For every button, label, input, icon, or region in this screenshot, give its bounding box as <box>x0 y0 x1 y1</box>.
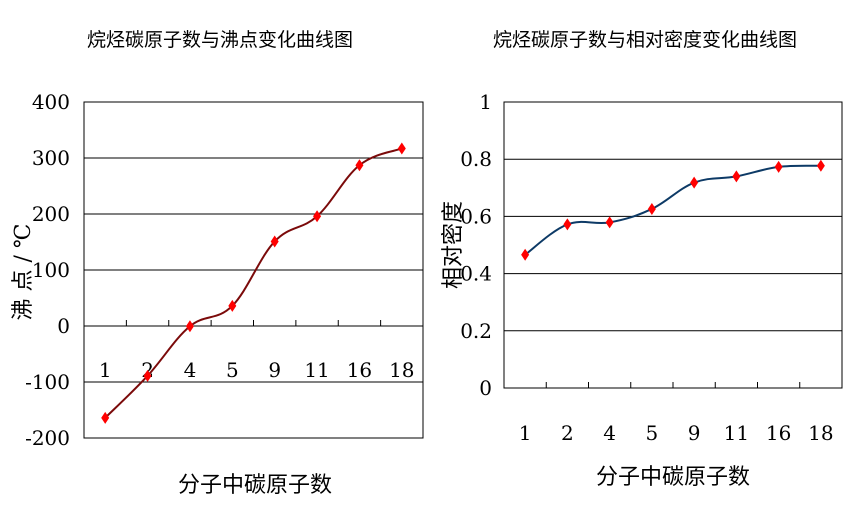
density-chart: 烷烃碳原子数与相对密度变化曲线图 10.80.60.40.20 1 2 4 5 9 11 1… <box>441 29 843 490</box>
boiling-x-axis-title: 分子中碳原子数 <box>178 473 332 498</box>
data-point-marker <box>647 202 656 215</box>
x-category-label: 2 <box>561 421 574 445</box>
x-category-label: 1 <box>519 421 532 445</box>
boiling-y-axis-title: 沸 点 / ℃ <box>11 223 36 320</box>
data-point-marker <box>228 299 237 312</box>
data-point-marker <box>313 210 322 223</box>
data-point-marker <box>185 320 194 333</box>
density-x-axis-title: 分子中碳原子数 <box>596 465 750 490</box>
density-category-labels: 1 2 4 5 9 11 16 18 <box>519 421 834 445</box>
y-tick-label: 0.8 <box>460 147 492 171</box>
boiling-series-line <box>104 147 403 419</box>
density-chart-title: 烷烃碳原子数与相对密度变化曲线图 <box>493 29 797 51</box>
density-plot-area <box>503 101 843 389</box>
boiling-chart-title: 烷烃碳原子数与沸点变化曲线图 <box>87 29 353 51</box>
y-tick-label: 100 <box>32 258 70 282</box>
x-category-label: 5 <box>226 358 239 382</box>
y-tick-label: 0 <box>479 376 492 400</box>
boiling-y-tick-labels: 400 300 200 100 0 -100 -200 <box>25 90 70 450</box>
y-tick-label: 0.4 <box>460 262 492 286</box>
y-tick-label: 1 <box>479 90 492 114</box>
density-y-axis-title: 相对密度 <box>441 201 466 289</box>
data-point-marker <box>732 170 741 183</box>
data-point-marker <box>143 369 152 382</box>
x-category-label: 4 <box>184 358 197 382</box>
data-point-marker <box>774 160 783 173</box>
density-series-line <box>524 164 821 256</box>
x-category-label: 18 <box>389 358 414 382</box>
x-category-label: 9 <box>268 358 281 382</box>
x-category-label: 16 <box>347 358 372 382</box>
data-point-marker <box>563 218 572 231</box>
x-category-label: 11 <box>304 358 329 382</box>
y-tick-label: 0 <box>57 314 70 338</box>
y-tick-label: 0.2 <box>460 319 492 343</box>
x-category-label: 11 <box>724 421 749 445</box>
y-tick-label: -200 <box>25 426 70 450</box>
data-point-marker <box>690 176 699 189</box>
boiling-series-markers <box>101 142 406 424</box>
y-tick-label: 0.6 <box>460 204 492 228</box>
density-x-tick-marks <box>503 382 843 388</box>
x-category-label: 5 <box>646 421 659 445</box>
data-point-marker <box>270 235 279 248</box>
data-point-marker <box>397 142 406 155</box>
density-gridlines <box>504 158 842 332</box>
y-tick-label: 200 <box>32 202 70 226</box>
x-category-label: 16 <box>766 421 791 445</box>
data-point-marker <box>355 159 364 172</box>
boiling-x-tick-marks <box>83 320 424 326</box>
density-series-markers <box>521 159 825 261</box>
x-category-label: 4 <box>603 421 616 445</box>
y-tick-label: 300 <box>32 146 70 170</box>
x-category-label: 18 <box>808 421 833 445</box>
data-point-marker <box>605 216 614 229</box>
x-category-label: 9 <box>688 421 701 445</box>
density-y-tick-labels: 1 0.8 0.6 0.4 0.2 0 <box>460 90 492 400</box>
y-tick-label: 400 <box>32 90 70 114</box>
data-point-marker <box>521 248 530 261</box>
x-category-label: 1 <box>99 358 112 382</box>
data-point-marker <box>101 411 110 424</box>
y-tick-label: -100 <box>25 370 70 394</box>
data-point-marker <box>816 159 825 172</box>
